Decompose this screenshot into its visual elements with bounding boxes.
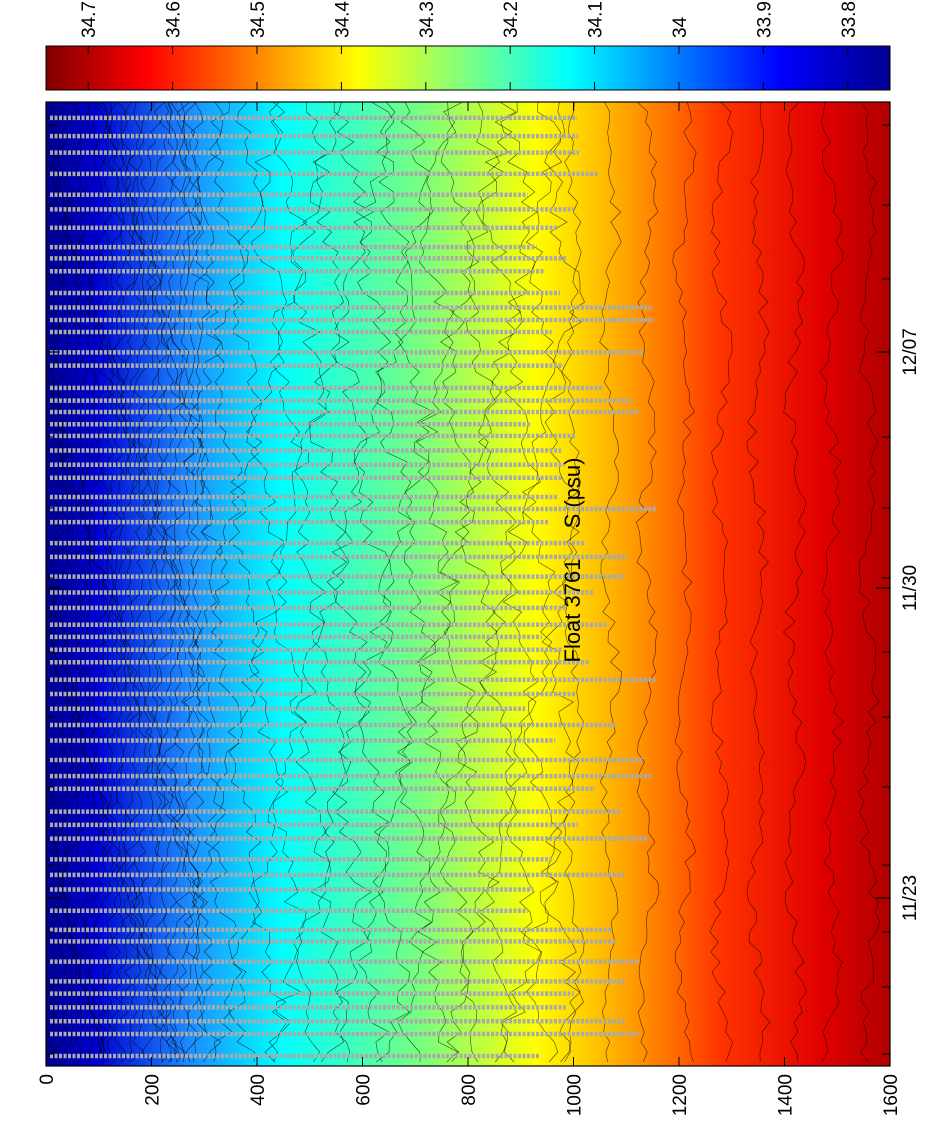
contour-line xyxy=(105,102,133,1063)
contour-line xyxy=(81,102,109,1063)
depth-tick-label: 1400 xyxy=(776,1074,797,1116)
contour-line xyxy=(150,102,178,1063)
contour-line xyxy=(375,102,413,1063)
contour-line xyxy=(353,102,395,1063)
contour-line xyxy=(68,102,96,1063)
contour-lines xyxy=(46,102,881,1063)
contour-line xyxy=(183,102,209,1063)
contour-line xyxy=(46,102,70,1063)
colorbar xyxy=(45,45,891,91)
depth-tick-label: 200 xyxy=(143,1074,164,1106)
contour-line xyxy=(119,102,147,1063)
contour-line xyxy=(599,102,622,1063)
contour-line xyxy=(138,102,166,1063)
depth-tick-label: 600 xyxy=(354,1074,375,1106)
contour-line xyxy=(292,102,331,1063)
depth-axis: 0 200 400 600 800 1000 1200 1400 1600 xyxy=(37,102,902,1116)
contour-line xyxy=(782,102,807,1063)
contour-line xyxy=(415,102,459,1063)
contour-line xyxy=(169,102,198,1063)
colorbar-tick-label: 34.4 xyxy=(332,1,353,38)
colorbar-tick-label: 34.1 xyxy=(586,1,607,38)
salinity-field xyxy=(46,102,890,1066)
colorbar-tick-label: 34.5 xyxy=(248,1,269,38)
title-float-id: Float 3761 xyxy=(560,559,585,663)
colorbar-tick-label: 33.8 xyxy=(839,1,860,38)
depth-tick-label: 0 xyxy=(37,1074,58,1085)
contour-line xyxy=(309,102,350,1063)
contour-line xyxy=(267,102,310,1063)
contour-line xyxy=(396,102,437,1063)
contour-line xyxy=(746,102,771,1063)
contour-line xyxy=(246,102,288,1063)
title-variable: S (psu) xyxy=(560,457,585,528)
depth-tick-label: 800 xyxy=(459,1074,480,1106)
chart-title: Float 3761 S (psu) xyxy=(560,457,585,662)
contour-line xyxy=(162,102,191,1063)
contour-line xyxy=(189,102,216,1063)
contour-line xyxy=(228,102,268,1063)
plot-area xyxy=(45,101,891,1067)
colorbar-tick-label: 34.3 xyxy=(417,1,438,38)
depth-tick-label: 400 xyxy=(248,1074,269,1106)
colorbar-tick-label: 34.7 xyxy=(79,1,100,38)
time-tick-label: 11/30 xyxy=(900,565,921,611)
contour-line xyxy=(49,102,77,1063)
contour-line xyxy=(709,102,734,1063)
time-tick-label: 12/07 xyxy=(900,328,921,376)
colorbar-tick-label: 34.2 xyxy=(501,1,522,38)
colorbar-tick-label: 34.6 xyxy=(164,1,185,38)
contour-line xyxy=(561,102,585,1063)
contour-line xyxy=(143,102,172,1063)
contour-line xyxy=(457,102,500,1063)
contour-line xyxy=(672,102,697,1063)
time-tick-label: 11/23 xyxy=(900,875,921,921)
depth-tick-label: 1200 xyxy=(670,1074,691,1116)
contour-line xyxy=(112,102,141,1063)
time-axis: 11/23 11/30 12/07 xyxy=(46,124,921,1055)
contour-line xyxy=(56,102,83,1063)
contour-line xyxy=(182,102,224,1063)
contour-line xyxy=(93,102,121,1063)
colorbar-tick-label: 34 xyxy=(670,16,691,38)
profile-tracks xyxy=(50,115,658,1059)
contour-line xyxy=(438,102,478,1063)
contour-line xyxy=(204,102,246,1063)
contour-line xyxy=(541,102,585,1063)
contour-line xyxy=(636,102,660,1063)
colorbar-tick-label: 33.9 xyxy=(754,1,775,38)
contour-line xyxy=(100,102,128,1063)
contour-line xyxy=(478,102,521,1063)
contour-line xyxy=(522,102,563,1063)
colorbar-ticks: 34.7 34.6 34.5 34.4 34.3 34.2 34.1 34 33.9 33.8 xyxy=(79,1,860,90)
contour-line xyxy=(331,102,375,1063)
contour-line xyxy=(75,102,103,1063)
depth-tick-label: 1000 xyxy=(565,1074,586,1116)
contour-line xyxy=(125,102,153,1063)
contour-line xyxy=(857,102,881,1063)
depth-tick-label: 1600 xyxy=(881,1074,902,1116)
contour-line xyxy=(819,102,845,1063)
contour-line xyxy=(176,102,202,1063)
